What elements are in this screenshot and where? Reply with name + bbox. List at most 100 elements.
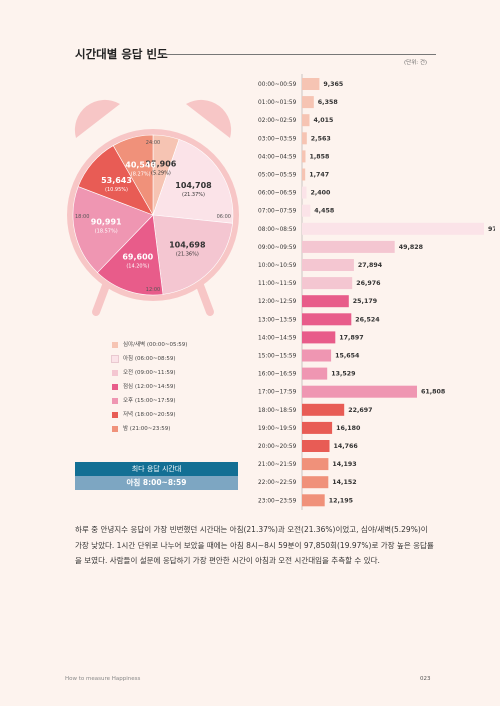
bar-value-label-21: 14,193 <box>332 461 356 468</box>
bar-value-label-13: 26,524 <box>355 316 380 323</box>
clock-tick-labels: 24:00 06:00 12:00 18:00 <box>75 140 231 293</box>
bar-category-label-17: 17:00~17:59 <box>258 390 297 396</box>
bar-value-label-12: 25,179 <box>353 298 377 305</box>
bar-12 <box>302 295 349 308</box>
pie-value-label-0: 25,906 <box>145 160 176 169</box>
unit-label: (단위: 건) <box>404 60 428 66</box>
legend-label: 오후 (15:00~17:59) <box>123 398 176 404</box>
bar-11 <box>302 277 353 290</box>
bar-value-label-19: 16,180 <box>336 425 361 432</box>
pie-percent-label-2: (21.36%) <box>176 252 199 258</box>
bar-16 <box>302 367 328 380</box>
pie-slice-3 <box>97 214 164 296</box>
pie-percent-label-6: (8.27%) <box>131 172 151 178</box>
bar-18 <box>302 403 345 416</box>
description-text: 하루 중 안녕지수 응답이 가장 빈번했던 시간대는 아침(21.37%)과 오… <box>75 525 434 565</box>
legend-swatch <box>112 384 118 390</box>
pie-value-label-2: 104,698 <box>169 241 206 250</box>
title-rule <box>158 54 436 55</box>
bar-5 <box>302 168 306 181</box>
bar-value-label-15: 15,654 <box>335 353 360 360</box>
bar-category-label-14: 14:00~14:59 <box>258 335 297 341</box>
bar-category-label-15: 15:00~15:59 <box>258 354 297 360</box>
pie-percent-label-0: (5.29%) <box>151 171 171 177</box>
bar-value-label-10: 27,894 <box>358 262 383 269</box>
bar-22 <box>302 476 329 489</box>
bar-13 <box>302 313 352 326</box>
peak-heading: 최다 응답 시간대 <box>75 462 238 476</box>
bar-marks: 00:00~00:59 9,365 01:00~01:59 6,358 02:00~02… <box>258 78 495 507</box>
bar-23 <box>302 494 325 507</box>
legend-item-4: 오후 (15:00~17:59) <box>112 396 272 408</box>
bar-category-label-3: 03:00~03:59 <box>258 136 297 142</box>
bar-value-label-8: 97,850 <box>488 226 495 233</box>
bar-category-label-12: 12:00~12:59 <box>258 299 297 305</box>
bar-category-label-1: 01:00~01:59 <box>258 100 297 106</box>
bar-8 <box>302 222 484 235</box>
clock-bell-left <box>74 99 120 138</box>
bar-2 <box>302 114 310 127</box>
pie-slices <box>72 134 234 296</box>
legend-item-1: 아침 (06:00~08:59) <box>111 354 272 366</box>
bar-value-label-3: 2,563 <box>311 135 331 142</box>
bar-value-label-18: 22,697 <box>348 407 372 414</box>
clock-tick-1: 06:00 <box>217 214 231 220</box>
bar-0 <box>302 78 320 90</box>
bar-value-label-11: 26,976 <box>356 280 381 287</box>
legend-swatch <box>112 426 118 432</box>
clock-tick-2: 12:00 <box>146 287 160 293</box>
legend-item-5: 저녁 (18:00~20:59) <box>112 410 272 422</box>
bar-14 <box>302 331 336 344</box>
legend-label: 점심 (12:00~14:59) <box>123 384 176 390</box>
bar-15 <box>302 349 332 362</box>
pie-labels: 25,906 (5.29%) 104,708 (21.37%) 104,698 (21.3… <box>91 160 212 270</box>
bar-category-label-16: 16:00~16:59 <box>258 372 297 378</box>
bar-4 <box>302 150 306 163</box>
bar-category-label-6: 06:00~06:59 <box>258 191 297 197</box>
legend-label: 아침 (06:00~08:59) <box>123 356 176 362</box>
bar-value-label-23: 12,195 <box>329 497 353 504</box>
legend-item-2: 오전 (09:00~11:59) <box>112 368 272 380</box>
footer-book-title: How to measure Happiness <box>65 676 141 682</box>
bar-category-label-10: 10:00~10:59 <box>258 263 297 269</box>
pie-percent-label-5: (10.95%) <box>105 187 128 193</box>
bar-category-label-9: 09:00~09:59 <box>258 245 297 251</box>
pie-percent-label-3: (14.20%) <box>126 264 149 270</box>
bar-21 <box>302 458 329 471</box>
hourly-bar-chart: 00:00~00:59 9,365 01:00~01:59 6,358 02:00~02… <box>258 74 495 510</box>
bar-20 <box>302 440 330 452</box>
bar-6 <box>302 186 307 199</box>
bar-value-label-9: 49,828 <box>399 244 423 251</box>
bar-category-label-20: 20:00~20:59 <box>258 444 297 450</box>
clock-tick-0: 24:00 <box>146 140 160 146</box>
bar-17 <box>302 385 417 398</box>
bar-9 <box>302 240 395 253</box>
legend-swatch <box>112 342 118 348</box>
bar-value-label-22: 14,152 <box>332 479 356 486</box>
bar-value-label-17: 61,808 <box>421 389 445 396</box>
bar-category-label-13: 13:00~13:59 <box>258 317 297 323</box>
bar-category-label-11: 11:00~11:59 <box>258 281 297 287</box>
bar-value-label-14: 17,897 <box>339 334 363 341</box>
pie-value-label-1: 104,708 <box>175 181 212 190</box>
bar-value-label-20: 14,766 <box>334 443 359 450</box>
bar-category-label-7: 07:00~07:59 <box>258 209 297 215</box>
bar-1 <box>302 96 314 109</box>
pie-value-label-6: 40,540 <box>125 161 156 170</box>
bar-category-label-21: 21:00~21:59 <box>258 462 297 468</box>
page-title: 시간대별 응답 빈도 <box>75 47 168 61</box>
pie-slice-1 <box>152 138 234 224</box>
bar-category-label-5: 05:00~05:59 <box>258 173 297 179</box>
bar-value-label-2: 4,015 <box>314 117 334 124</box>
bar-value-label-16: 13,529 <box>331 371 355 378</box>
bar-value-label-4: 1,858 <box>310 153 330 160</box>
pie-percent-label-4: (18.57%) <box>95 229 118 235</box>
bar-value-label-7: 4,458 <box>314 208 334 215</box>
pie-value-label-4: 90,991 <box>91 218 122 227</box>
bar-category-label-4: 04:00~04:59 <box>258 154 297 160</box>
bar-category-label-2: 02:00~02:59 <box>258 118 297 124</box>
legend-label: 심야/새벽 (00:00~05:59) <box>123 342 188 348</box>
pie-percent-label-1: (21.37%) <box>182 192 205 198</box>
legend-item-3: 점심 (12:00~14:59) <box>112 382 272 394</box>
legend-swatch <box>112 370 118 376</box>
